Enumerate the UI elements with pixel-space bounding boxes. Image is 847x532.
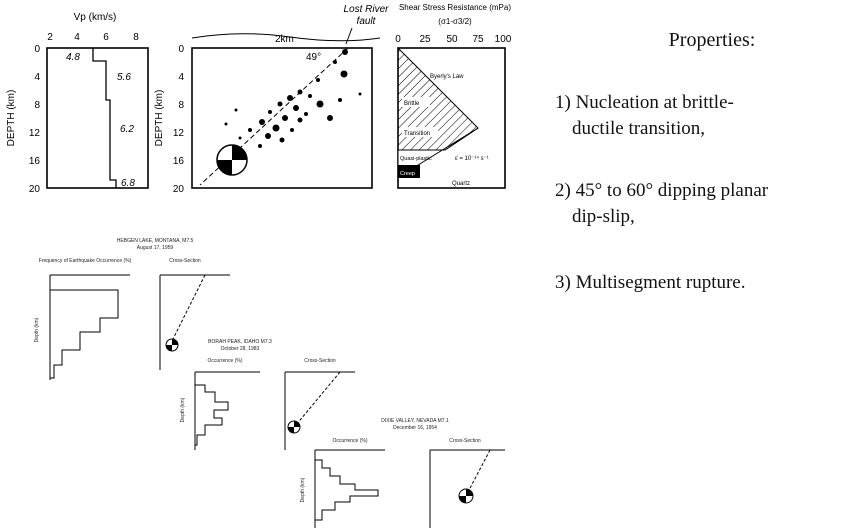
histogram xyxy=(195,385,228,445)
tick-label: 4 xyxy=(178,72,184,83)
list-item: 2) 45° to 60° dipping planar xyxy=(555,180,769,201)
histogram-label: Frequency of Earthquake Occurrence (%) xyxy=(39,258,132,264)
list-item: 3) Multisegment rupture. xyxy=(555,272,746,293)
leader xyxy=(346,28,352,44)
section-label: Cross-Section xyxy=(449,438,481,444)
section-label: Cross-Section xyxy=(169,258,201,264)
law-label: Byerly's Law xyxy=(430,74,464,80)
fault-line xyxy=(296,372,340,425)
tick-label: 6 xyxy=(103,32,109,43)
tick-label: 8 xyxy=(34,100,40,111)
fault-label: fault xyxy=(357,16,377,27)
tick-label: 16 xyxy=(29,156,41,167)
strain-label: ε̇ = 10⁻¹⁴ s⁻¹ xyxy=(455,155,489,162)
zone-label: Creep xyxy=(400,171,415,177)
histogram xyxy=(315,460,378,520)
tick-label: 4 xyxy=(74,32,80,43)
tick-label: 25 xyxy=(419,34,431,45)
list-item: dip-slip, xyxy=(572,206,635,227)
list-item: ductile transition, xyxy=(572,118,705,139)
slide: Vp (km/s) 2 4 6 8 0 4 8 12 16 20 DEPTH (… xyxy=(0,0,847,532)
tick-label: 0 xyxy=(178,44,184,55)
case-date: August 17, 1959 xyxy=(137,245,174,251)
tick-label: 20 xyxy=(29,184,41,195)
case-title: BORAH PEAK, IDAHO M7.3 xyxy=(208,339,272,345)
velocity-profile xyxy=(93,48,116,188)
properties: Properties: 1) Nucleation at brittle- du… xyxy=(555,29,769,293)
panel-title: Shear Stress Resistance (mPa) xyxy=(399,3,511,12)
stress-panel: Shear Stress Resistance (mPa) (σ1-σ3/2) … xyxy=(395,3,512,188)
depth-label: Depth (km) xyxy=(180,397,186,422)
tick-label: 2 xyxy=(47,32,53,43)
fault-line xyxy=(170,275,205,345)
depth-label: Depth (km) xyxy=(34,317,40,342)
histogram-label: Occurrence (%) xyxy=(332,438,367,444)
zone-label: Quasi-plastic xyxy=(400,156,432,162)
material-label: Quartz xyxy=(452,181,470,187)
fault-line xyxy=(468,450,490,492)
section-label: Cross-Section xyxy=(304,358,336,364)
axis-label: Vp (km/s) xyxy=(74,12,117,23)
heading: Properties: xyxy=(669,29,756,51)
depth-label: Depth (km) xyxy=(300,477,306,502)
case-title: HEBGEN LAKE, MONTANA, M7.5 xyxy=(117,238,194,244)
tick-label: 16 xyxy=(173,156,185,167)
list-item: 1) Nucleation at brittle- xyxy=(555,92,734,113)
case-borah: BORAH PEAK, IDAHO M7.3 October 28, 1983 … xyxy=(180,339,355,450)
section-panel: Lost River fault 2km 49° 0 4 8 12 16 20 … xyxy=(154,4,389,195)
axes-box xyxy=(47,48,148,188)
zone-label: Brittle xyxy=(404,101,420,107)
depth-label: DEPTH (km) xyxy=(154,90,165,147)
tick-label: 0 xyxy=(34,44,40,55)
layer-label: 6.8 xyxy=(121,178,135,189)
case-title: DIXIE VALLEY, NEVADA M7.1 xyxy=(381,418,449,424)
tick-label: 4 xyxy=(34,72,40,83)
tick-label: 50 xyxy=(446,34,458,45)
tick-label: 75 xyxy=(472,34,484,45)
tick-label: 0 xyxy=(395,34,401,45)
tick-label: 8 xyxy=(178,100,184,111)
case-dixie: DIXIE VALLEY, NEVADA M7.1 December 16, 1… xyxy=(300,418,505,528)
tick-label: 12 xyxy=(173,128,185,139)
tick-label: 8 xyxy=(133,32,139,43)
dip-label: 49° xyxy=(306,52,321,63)
tick-label: 100 xyxy=(495,34,512,45)
panel-subtitle: (σ1-σ3/2) xyxy=(438,17,472,26)
tick-label: 12 xyxy=(29,128,41,139)
velocity-panel: Vp (km/s) 2 4 6 8 0 4 8 12 16 20 DEPTH (… xyxy=(6,12,148,195)
case-hebgen: HEBGEN LAKE, MONTANA, M7.5 August 17, 19… xyxy=(34,238,230,380)
layer-label: 5.6 xyxy=(117,72,131,83)
histogram xyxy=(50,290,118,378)
layer-label: 4.8 xyxy=(66,52,80,63)
depth-label: DEPTH (km) xyxy=(6,90,17,147)
layer-label: 6.2 xyxy=(120,124,134,135)
tick-label: 20 xyxy=(173,184,185,195)
scale-label: 2km xyxy=(275,34,294,45)
fault-label: Lost River xyxy=(343,4,389,15)
case-date: October 28, 1983 xyxy=(221,346,260,352)
histogram-label: Occurrence (%) xyxy=(207,358,242,364)
case-date: December 16, 1954 xyxy=(393,425,437,431)
zone-label: Transition xyxy=(404,131,430,137)
